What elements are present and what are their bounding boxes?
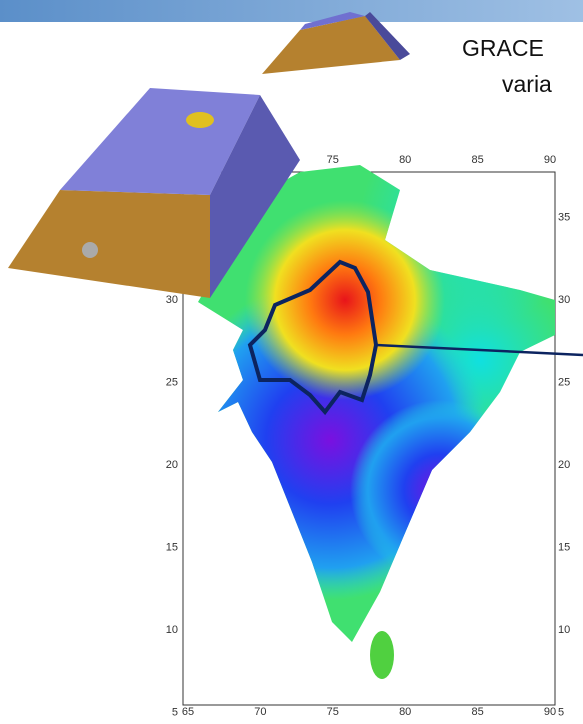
- tick-label: 75: [327, 706, 339, 718]
- title: GRACE: [462, 35, 544, 61]
- tick-label: 65: [182, 706, 194, 718]
- tick-label: 80: [399, 154, 411, 166]
- tick-label: 5: [558, 706, 564, 718]
- tick-label: 90: [544, 706, 556, 718]
- tick-label: 15: [558, 541, 570, 553]
- page: GRACE varia 75 80 85 90 65 70 75 80 85 90 30 25 20 15…: [0, 0, 583, 719]
- tick-label: 25: [166, 376, 178, 388]
- tick-label: 85: [471, 706, 483, 718]
- slide: GRACE varia 75 80 85 90 65 70 75 80 85 90 30 25 20 15…: [0, 0, 583, 719]
- tick-label: 35: [558, 211, 570, 223]
- tick-label: 30: [558, 294, 570, 306]
- subtitle: varia: [502, 71, 552, 97]
- tick-label: 15: [166, 541, 178, 553]
- tick-label: 70: [254, 706, 266, 718]
- title-bar: [0, 0, 583, 22]
- tick-label: 80: [399, 706, 411, 718]
- tick-label: 20: [166, 459, 178, 471]
- sri-lanka: [370, 631, 394, 679]
- tick-label: 10: [558, 624, 570, 636]
- tick-label: 90: [544, 154, 556, 166]
- tick-label: 85: [471, 154, 483, 166]
- tick-label: 25: [558, 376, 570, 388]
- tick-label: 20: [558, 459, 570, 471]
- tick-label: 10: [166, 624, 178, 636]
- tick-label: 75: [327, 154, 339, 166]
- tick-label: 30: [166, 294, 178, 306]
- tick-label: 5: [172, 706, 178, 718]
